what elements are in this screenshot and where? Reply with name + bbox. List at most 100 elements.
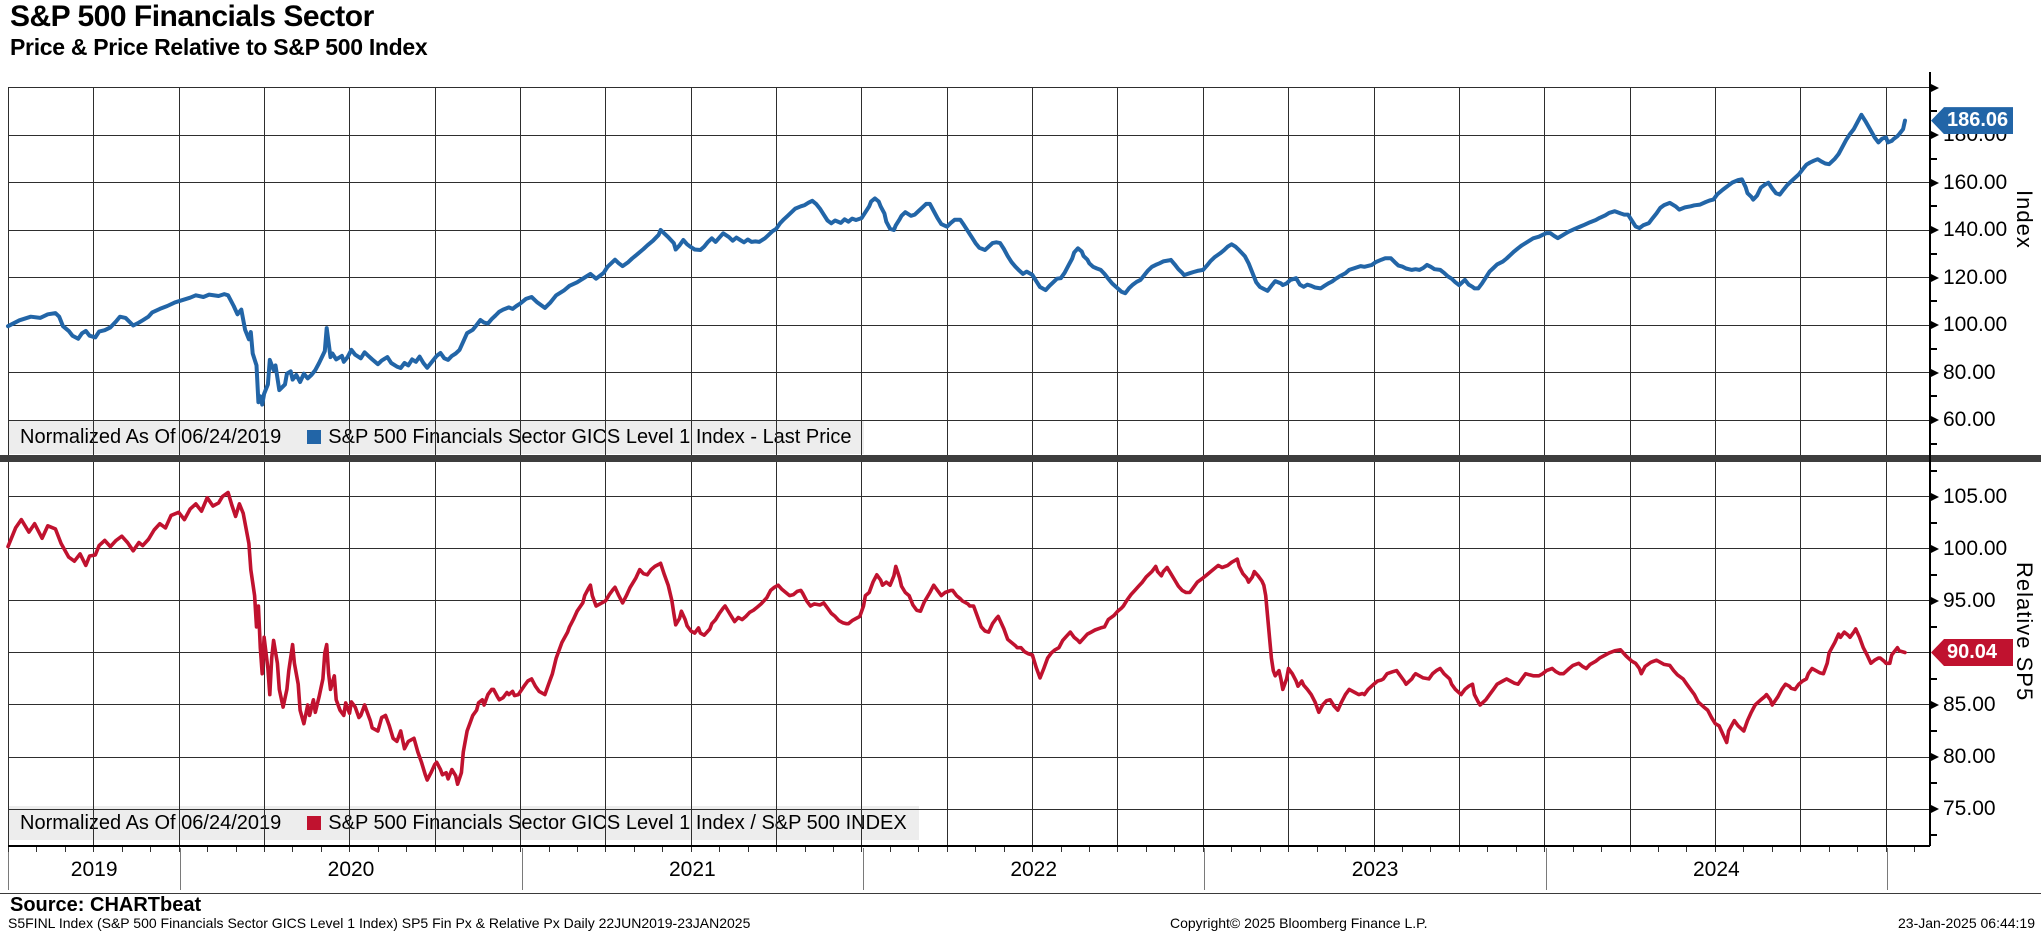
legend-series-label-index: S&P 500 Financials Sector GICS Level 1 I…	[328, 425, 852, 448]
y-tick-arrow-icon	[1929, 491, 1939, 502]
y-tick-label: 100.00	[1943, 536, 2008, 560]
x-year-label: 2024	[1692, 858, 1740, 881]
x-minor-tick	[1771, 847, 1773, 852]
x-minor-tick	[349, 847, 351, 852]
x-minor-tick	[150, 847, 152, 852]
gridline-h-80	[8, 372, 1930, 373]
x-minor-tick	[1885, 847, 1887, 852]
source-label: Source: CHARTbeat	[10, 894, 202, 916]
gridline-v-21	[1800, 87, 1802, 845]
x-minor-tick	[1089, 847, 1091, 852]
blue-series-swatch-icon	[307, 430, 322, 444]
gridline-h-100	[8, 324, 1930, 326]
y-minor-tick	[1930, 252, 1937, 255]
y-minor-tick	[1930, 834, 1937, 837]
gridline-v-10	[861, 87, 863, 845]
gridline-v-9	[776, 87, 778, 845]
gridline-h-180	[8, 134, 1930, 136]
x-year-label: 2021	[668, 858, 716, 881]
x-year-separator	[180, 848, 182, 890]
x-minor-tick	[264, 847, 266, 852]
x-year-separator	[863, 848, 864, 890]
gridline-v-18	[1544, 87, 1546, 845]
gridline-h-100	[8, 548, 1930, 550]
gridline-v-13	[1117, 87, 1119, 845]
gridline-h-75	[8, 808, 1930, 810]
gridline-v-4	[349, 87, 351, 845]
y-tick-arrow-icon	[1929, 699, 1939, 710]
panel-separator[interactable]	[0, 455, 2041, 462]
y-tick-arrow-icon	[1929, 543, 1939, 554]
y-tick-label: 60.00	[1943, 408, 1996, 431]
x-minor-tick	[1430, 847, 1432, 852]
gridline-v-12	[1032, 87, 1034, 845]
x-minor-tick	[1743, 847, 1745, 852]
y-minor-tick	[1930, 442, 1937, 445]
y-tick-arrow-icon	[1929, 320, 1939, 330]
y-minor-tick	[1930, 573, 1937, 576]
y-minor-tick	[1930, 625, 1937, 628]
y-tick-arrow-icon	[1929, 82, 1939, 93]
x-minor-tick	[918, 847, 920, 852]
x-minor-tick	[605, 847, 607, 852]
x-minor-tick	[1601, 847, 1603, 852]
y-tick-label: 95.00	[1943, 588, 1996, 612]
legend-series-label-relative: S&P 500 Financials Sector GICS Level 1 I…	[328, 811, 907, 834]
x-minor-tick	[975, 847, 977, 852]
gridline-h-60	[8, 419, 1930, 421]
x-minor-tick	[576, 847, 578, 852]
x-minor-tick	[747, 847, 749, 852]
y-tick-label: 105.00	[1943, 484, 2008, 508]
x-minor-tick	[1487, 847, 1489, 852]
x-minor-tick	[1174, 847, 1176, 852]
gridline-v-1	[93, 87, 95, 845]
x-minor-tick	[1714, 847, 1716, 852]
y-tick-arrow-icon	[1929, 367, 1939, 378]
x-minor-tick	[1202, 847, 1204, 852]
y-tick-arrow-icon	[1929, 177, 1939, 188]
x-minor-tick	[207, 847, 209, 852]
x-minor-tick	[8, 847, 9, 852]
legend-bottom-panel[interactable]: Normalized As Of 06/24/2019 S&P 500 Fina…	[8, 806, 919, 840]
x-minor-tick	[861, 847, 863, 852]
gridline-v-20	[1714, 87, 1716, 845]
x-minor-tick	[1288, 847, 1290, 852]
x-minor-tick	[662, 847, 664, 852]
x-minor-tick	[491, 847, 493, 852]
x-minor-tick	[776, 847, 778, 852]
x-minor-tick	[889, 847, 891, 852]
relative-price-line	[6, 490, 1907, 787]
x-minor-tick	[1686, 847, 1688, 852]
x-minor-tick	[406, 847, 408, 852]
financials-price-line	[6, 112, 1907, 407]
x-minor-tick	[1828, 847, 1830, 852]
x-minor-tick	[804, 847, 806, 852]
y-minor-tick	[1930, 300, 1937, 303]
x-minor-tick	[1117, 847, 1119, 852]
y-tick-arrow-icon	[1929, 595, 1939, 606]
x-minor-tick	[36, 847, 38, 852]
y-tick-label: 100.00	[1943, 313, 2008, 336]
y-minor-tick	[1930, 395, 1937, 398]
x-minor-tick	[719, 847, 721, 852]
x-minor-tick	[93, 847, 95, 852]
gridline-v-17	[1458, 87, 1460, 845]
legend-top-panel[interactable]: Normalized As Of 06/24/2019 S&P 500 Fina…	[8, 420, 864, 454]
page-subtitle: Price & Price Relative to S&P 500 Index	[10, 34, 428, 60]
gridline-v-0	[8, 87, 9, 845]
x-minor-tick	[520, 847, 522, 852]
x-minor-tick	[833, 847, 834, 852]
x-year-separator	[521, 848, 523, 890]
y-tick-arrow-icon	[1929, 272, 1939, 283]
x-minor-tick	[292, 847, 294, 852]
gridline-v-11	[946, 87, 948, 845]
x-minor-tick	[1914, 847, 1916, 852]
y-minor-tick	[1930, 205, 1937, 208]
gridline-v-6	[520, 87, 522, 845]
y-minor-tick	[1930, 469, 1937, 472]
y-minor-tick	[1930, 110, 1937, 113]
x-minor-tick	[235, 847, 237, 852]
last-price-badge-relative: 90.04	[1931, 638, 2013, 666]
x-minor-tick	[633, 847, 635, 852]
x-year-label: 2020	[327, 858, 375, 881]
